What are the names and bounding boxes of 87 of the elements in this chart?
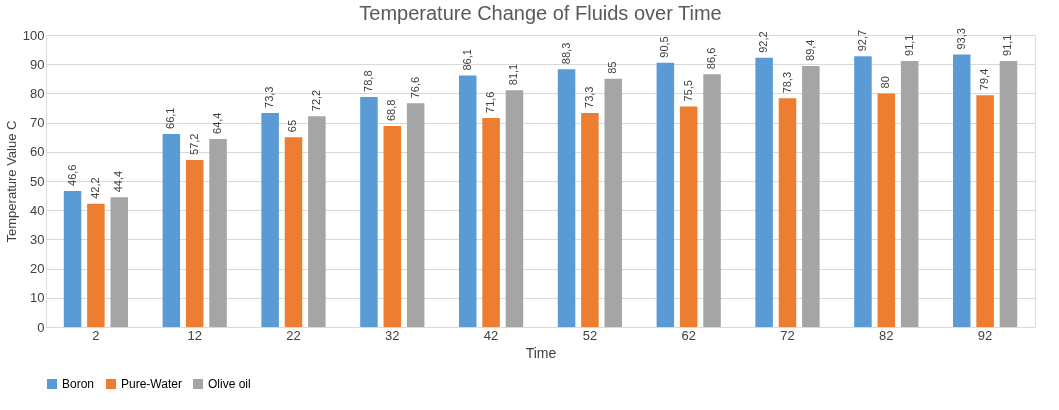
data-label: 79,4	[978, 68, 991, 91]
data-label: 46,6	[65, 164, 78, 186]
x-tick-label: 2	[92, 327, 100, 343]
data-label: 72,2	[309, 89, 322, 112]
legend-label: Olive oil	[208, 377, 251, 391]
y-tick-label: 0	[37, 319, 45, 335]
y-tick-label: 80	[30, 85, 45, 101]
bar	[209, 138, 227, 327]
y-tick-label: 100	[22, 27, 45, 43]
bar	[778, 98, 797, 327]
y-tick-label: 90	[30, 56, 45, 72]
bar	[755, 57, 773, 327]
bar	[261, 112, 279, 327]
y-axis-title: Temperature Value C	[3, 120, 19, 243]
data-label: 44,4	[112, 170, 125, 193]
bar	[406, 103, 425, 327]
data-label: 86,6	[705, 47, 718, 70]
y-tick-label: 30	[30, 231, 45, 247]
data-label: 73,3	[582, 86, 595, 108]
bar	[383, 126, 402, 327]
data-label: 42,2	[88, 177, 101, 199]
data-label: 75,5	[681, 80, 694, 102]
legend-label: Boron	[62, 377, 95, 391]
bar	[162, 133, 181, 327]
data-label: 89,4	[803, 39, 816, 61]
bar	[63, 190, 82, 327]
bar	[284, 137, 303, 327]
bar	[900, 60, 919, 327]
data-label: 64,4	[211, 112, 224, 134]
y-tick-label: 10	[30, 290, 45, 306]
data-label: 71,6	[484, 91, 497, 113]
x-tick-label: 52	[582, 327, 598, 343]
bar	[999, 60, 1018, 327]
data-label: 91,1	[902, 34, 915, 56]
bar	[604, 78, 623, 327]
x-tick-label: 62	[681, 327, 696, 343]
data-label: 92,2	[757, 31, 770, 53]
bar	[482, 117, 500, 327]
bar	[308, 116, 326, 327]
bar	[679, 106, 698, 327]
data-label: 65	[286, 119, 299, 133]
bar	[953, 54, 971, 327]
data-label: 91,1	[1001, 34, 1014, 56]
chart-title: Temperature Change of Fluids over Time	[359, 2, 722, 25]
bar	[185, 159, 204, 327]
x-tick-label: 92	[977, 327, 993, 343]
data-label: 76,6	[408, 76, 421, 99]
data-label: 86,1	[460, 49, 473, 71]
x-tick-label: 32	[385, 327, 400, 343]
x-tick-label: 82	[879, 327, 894, 343]
bar	[854, 56, 872, 327]
x-tick-label: 42	[483, 327, 499, 343]
data-label: 66,1	[164, 107, 177, 129]
x-axis-title: Time	[525, 344, 557, 361]
data-label: 88,3	[559, 42, 572, 65]
data-label: 80	[879, 76, 892, 89]
bar	[87, 203, 105, 327]
x-tick-label: 22	[286, 327, 301, 343]
bar	[976, 95, 994, 327]
data-label: 57,2	[187, 133, 200, 155]
data-label: 85	[606, 61, 619, 74]
bar	[360, 96, 378, 327]
bar	[581, 112, 599, 327]
bar	[656, 62, 675, 327]
bar	[877, 93, 896, 327]
data-label: 93,3	[954, 28, 967, 50]
bar	[110, 197, 128, 327]
legend-label: Pure-Water	[121, 377, 182, 391]
data-label: 68,8	[385, 99, 398, 122]
data-label: 81,1	[507, 63, 520, 86]
y-tick-label: 60	[30, 144, 45, 160]
y-tick-label: 50	[30, 173, 45, 189]
data-label: 92,7	[855, 29, 868, 52]
data-label: 78,3	[780, 71, 793, 94]
y-tick-label: 70	[30, 115, 45, 131]
data-label: 90,5	[658, 36, 671, 58]
bar	[703, 74, 721, 327]
x-tick-label: 72	[780, 327, 795, 343]
y-tick-label: 20	[30, 261, 45, 277]
y-tick-label: 40	[30, 202, 45, 218]
bar	[802, 65, 820, 327]
data-label: 78,8	[361, 70, 374, 92]
bar	[557, 69, 576, 327]
bar	[505, 90, 524, 327]
x-tick-label: 12	[187, 327, 202, 343]
bar	[458, 75, 477, 327]
data-label: 73,3	[263, 86, 276, 108]
